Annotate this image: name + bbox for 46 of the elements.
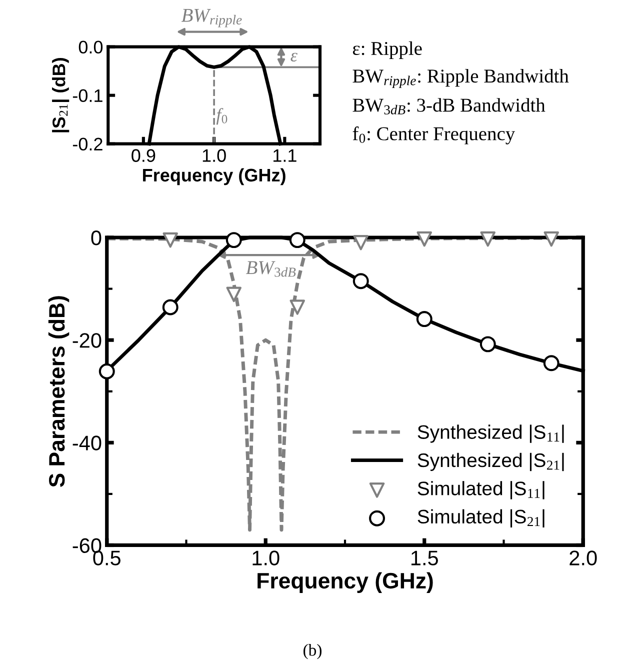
legend-label: Synthesized |S$_{11}$| bbox=[418, 424, 564, 443]
x-tick-label: 1.1 bbox=[274, 149, 296, 162]
legend-label: Synthesized |S$_{21}$| bbox=[418, 452, 564, 472]
point bbox=[352, 273, 369, 290]
point bbox=[226, 286, 242, 302]
y-tick-label: -60 bbox=[72, 538, 102, 553]
x-tick-label: 0.9 bbox=[132, 149, 156, 162]
point bbox=[544, 231, 560, 247]
point bbox=[289, 232, 306, 248]
x-axis-title: Frequency (GHz) bbox=[143, 168, 286, 186]
annotation: BW$_{3dB}$ bbox=[246, 261, 296, 277]
y-tick-label: -40 bbox=[72, 436, 102, 450]
y-tick-label: 0 bbox=[91, 230, 102, 246]
point bbox=[162, 232, 178, 248]
x-tick-label: 2.0 bbox=[570, 550, 597, 566]
text: f$_{0}$: Center Frequency bbox=[352, 126, 516, 144]
text: BW$_{ripple}$ bbox=[182, 8, 242, 28]
point bbox=[416, 231, 432, 247]
text: (b) bbox=[304, 644, 322, 660]
x-axis-title: Frequency (GHz) bbox=[258, 572, 433, 594]
point bbox=[480, 336, 496, 352]
ref-line-label: ε bbox=[290, 52, 298, 62]
y-axis-title: S Parameters (dB) bbox=[48, 296, 70, 488]
point bbox=[353, 234, 369, 250]
x-tick-label: 1.0 bbox=[252, 550, 280, 566]
y-axis-title: |S$_{21}$| (dB) bbox=[52, 58, 70, 132]
y-tick-label: 0.0 bbox=[78, 40, 103, 54]
legend-label: Simulated |S$_{21}$| bbox=[418, 509, 544, 528]
text: BW$_{3dB}$: 3-dB Bandwidth bbox=[352, 98, 546, 114]
point bbox=[98, 363, 115, 380]
text: ε: Ripple bbox=[352, 41, 422, 59]
text: BW$_{ripple}$: Ripple Bandwidth bbox=[352, 68, 569, 88]
y-tick-label: -0.1 bbox=[72, 89, 102, 102]
x-tick-label: 1.0 bbox=[202, 149, 226, 162]
point bbox=[543, 355, 560, 372]
point bbox=[290, 300, 306, 315]
point bbox=[416, 311, 432, 328]
x-tick-label: 0.5 bbox=[93, 550, 120, 566]
legend-label: Simulated |S$_{11}$| bbox=[418, 481, 544, 500]
point bbox=[226, 232, 242, 248]
y-tick-label: -0.2 bbox=[72, 138, 102, 151]
point bbox=[162, 299, 178, 316]
point bbox=[480, 231, 496, 247]
x-tick-label: 1.5 bbox=[411, 550, 438, 566]
ref-line-label: f$_{0}$ bbox=[216, 108, 228, 125]
y-tick-label: -20 bbox=[72, 333, 102, 348]
